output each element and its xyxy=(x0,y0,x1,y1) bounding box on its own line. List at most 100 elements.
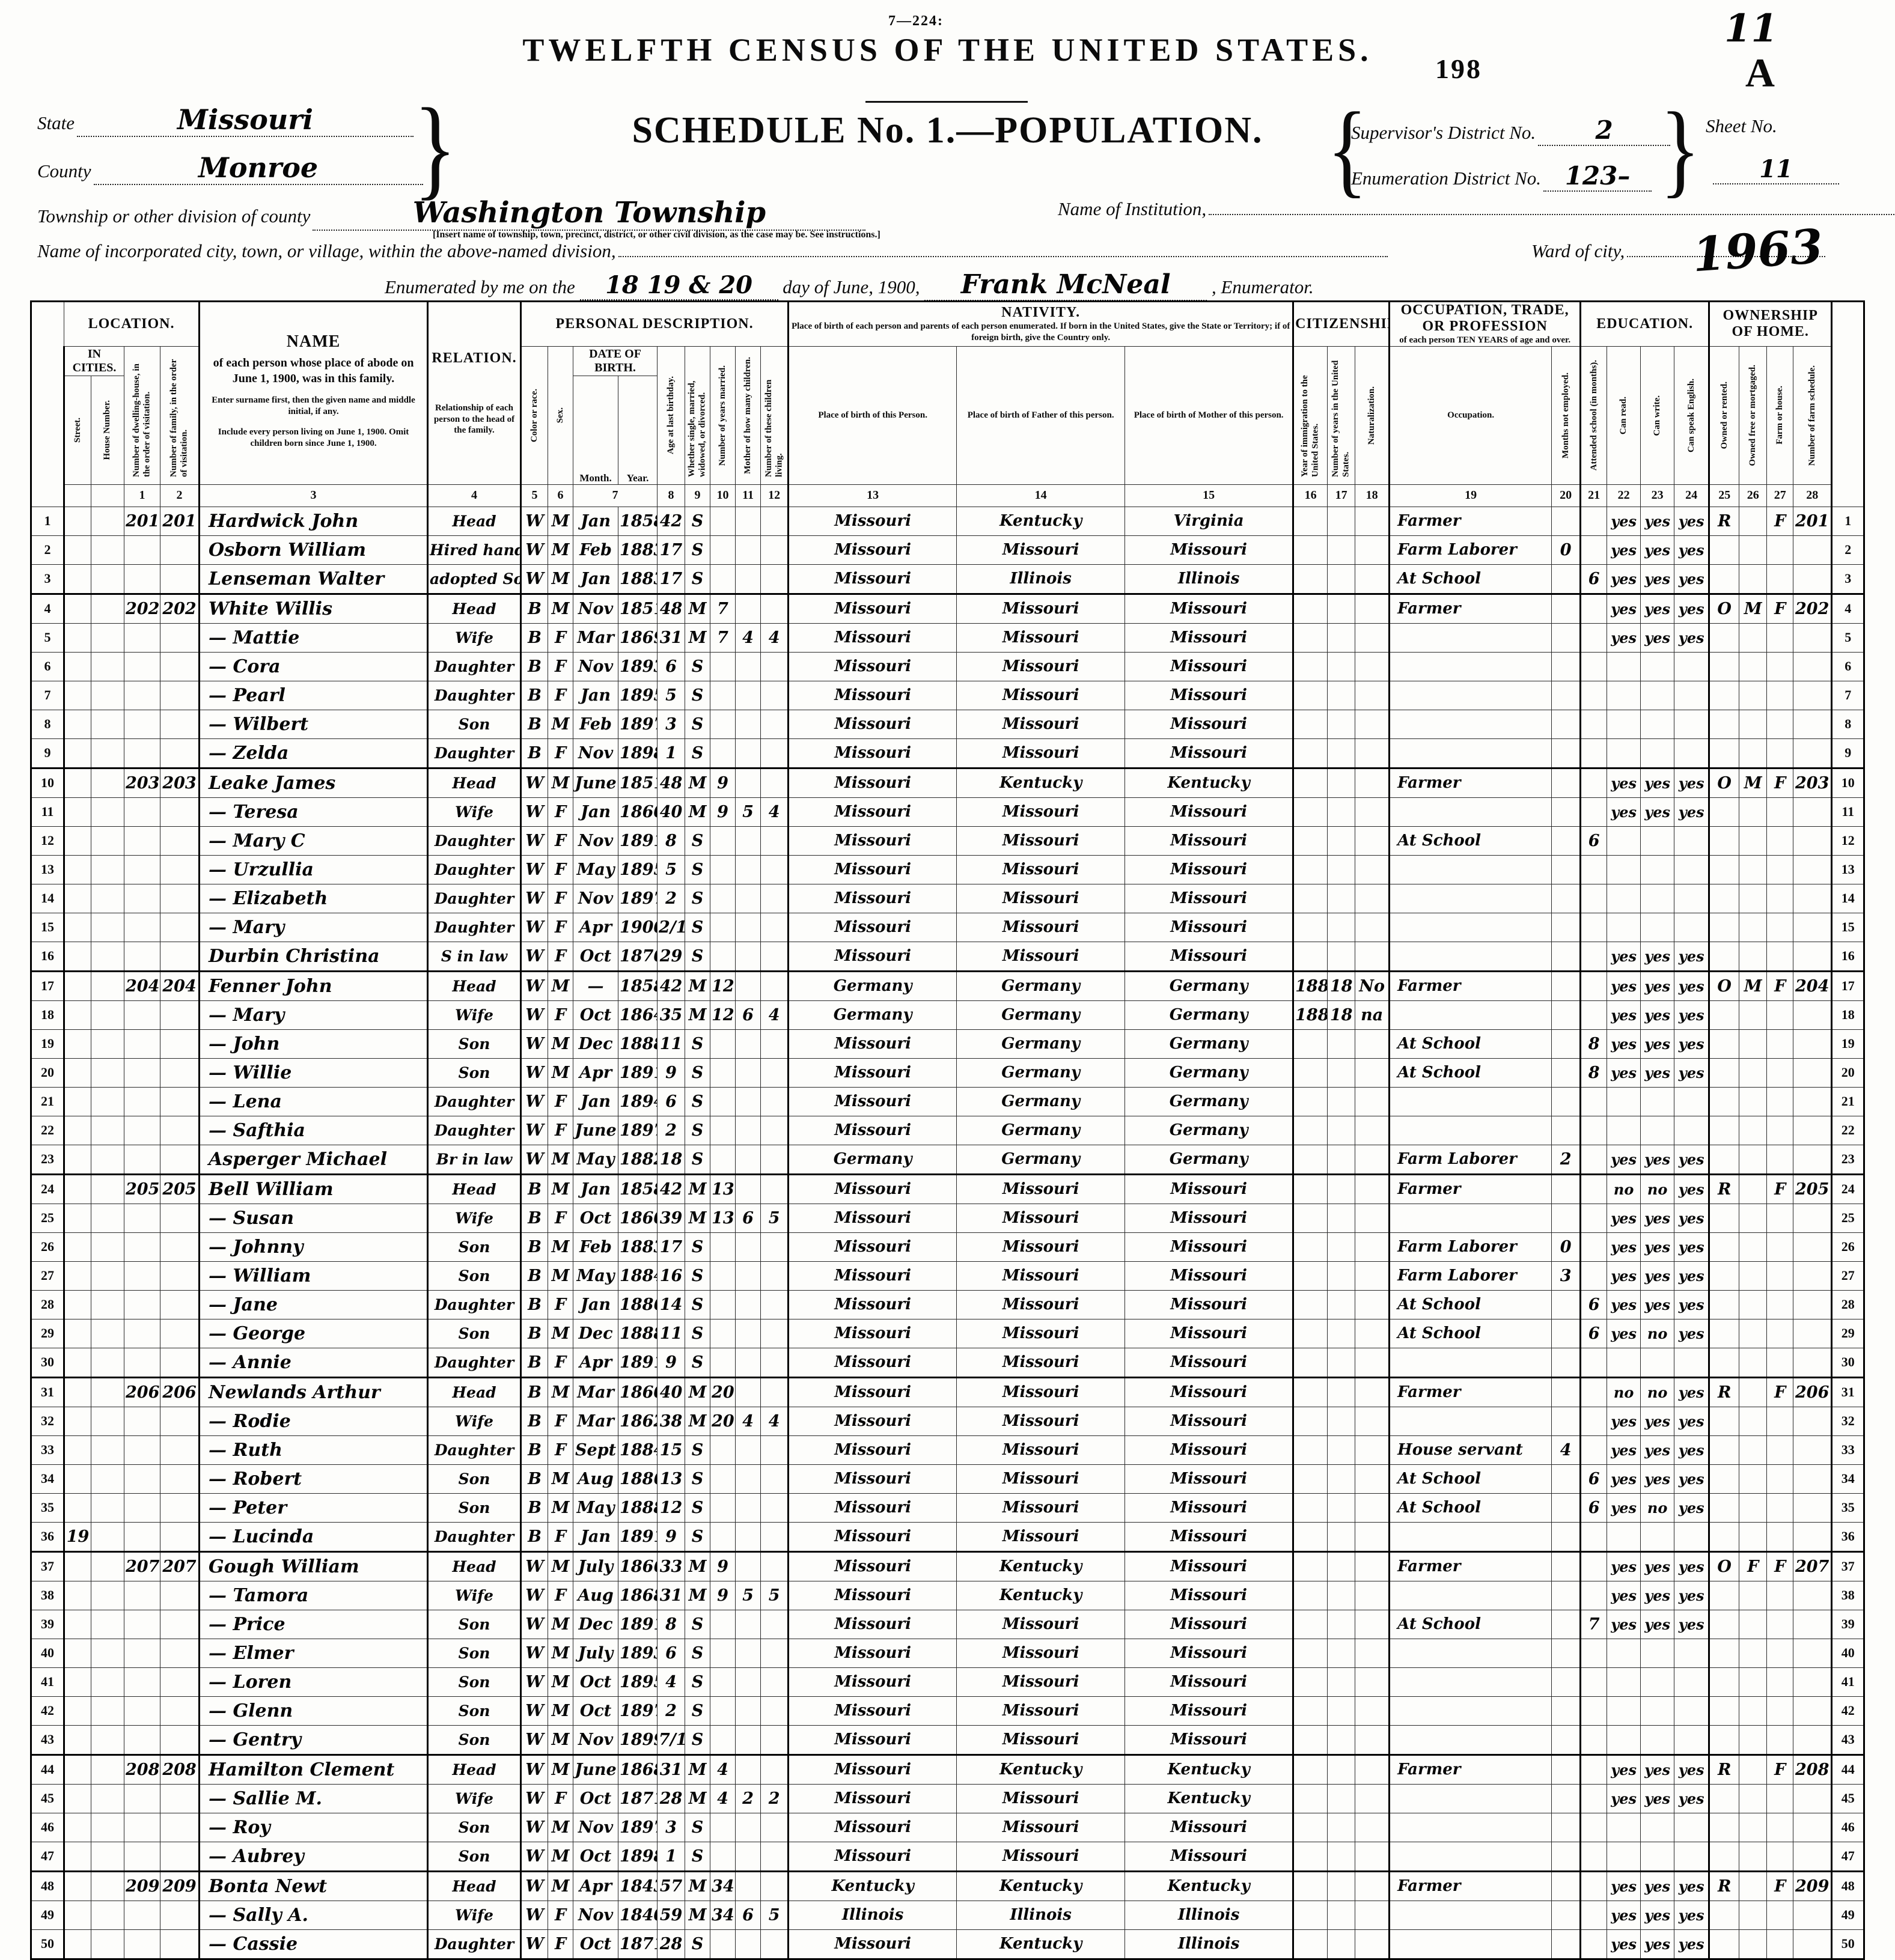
cell-years-married xyxy=(710,1841,736,1872)
cell-birth-year: 1851 xyxy=(618,593,658,624)
cell-house-number xyxy=(91,1929,124,1959)
cell-street: 19 xyxy=(63,1521,91,1553)
cell-birthplace: Missouri xyxy=(787,564,957,595)
cell-house-number xyxy=(91,1724,124,1756)
cell-occupation xyxy=(1388,738,1552,769)
cell-free-mortgaged xyxy=(1739,1173,1768,1204)
cell-occupation xyxy=(1388,1000,1552,1030)
cell-owned-rented: R xyxy=(1708,1754,1740,1785)
line-number-right: 16 xyxy=(1831,941,1864,972)
cell-free-mortgaged xyxy=(1739,1144,1768,1175)
cell-years-in-us xyxy=(1327,709,1356,739)
cell-free-mortgaged xyxy=(1739,1638,1768,1668)
cell-can-speak-english xyxy=(1674,883,1710,913)
col-farm-schedule-header: Number of farm schedule. xyxy=(1793,345,1832,485)
cell-mother-of xyxy=(735,1173,761,1204)
cell-relation: Daughter xyxy=(427,738,522,769)
cell-father-birthplace: Germany xyxy=(956,1086,1126,1116)
cell-age: 17 xyxy=(657,535,686,565)
cell-months-not-employed xyxy=(1551,1318,1581,1348)
cell-father-birthplace: Missouri xyxy=(956,912,1126,942)
cell-children-living xyxy=(760,1609,789,1639)
cell-house-number xyxy=(91,970,124,1001)
cell-school-months xyxy=(1579,1347,1608,1378)
cell-relation: Daughter xyxy=(427,1929,522,1959)
cell-family-number xyxy=(159,912,200,942)
cell-months-not-employed xyxy=(1551,1173,1581,1204)
cell-farm-house xyxy=(1766,1493,1794,1523)
cell-birth-month: Oct xyxy=(573,1696,619,1726)
cell-school-months xyxy=(1579,1000,1608,1030)
cell-can-speak-english: yes xyxy=(1674,1058,1710,1088)
cell-house-number xyxy=(91,1377,124,1407)
cell-marital-status: S xyxy=(685,1464,711,1494)
cell-free-mortgaged xyxy=(1739,1754,1768,1785)
cell-can-read: yes xyxy=(1607,1493,1641,1523)
cell-marital-status: M xyxy=(685,1580,711,1610)
col-pob-mother-header: Place of birth of Mother of this person. xyxy=(1124,345,1294,485)
cell-occupation xyxy=(1388,941,1552,972)
cell-can-speak-english xyxy=(1674,651,1710,681)
line-number-left: 3 xyxy=(31,564,65,595)
cell-mother-birthplace: Germany xyxy=(1124,1029,1294,1059)
line-number-left: 34 xyxy=(31,1464,65,1494)
cell-mother-of xyxy=(735,593,761,624)
cell-free-mortgaged xyxy=(1739,1058,1768,1088)
cell-sex: F xyxy=(548,1580,574,1610)
cell-farm-schedule xyxy=(1793,709,1832,739)
cell-farm-schedule xyxy=(1793,564,1832,595)
cell-months-not-employed: 0 xyxy=(1551,1232,1581,1262)
cell-can-write: yes xyxy=(1640,1000,1675,1030)
cell-can-read: yes xyxy=(1607,767,1641,798)
cell-immigration-year xyxy=(1292,1203,1328,1233)
cell-sex: F xyxy=(548,680,574,710)
cell-years-in-us: 18 xyxy=(1327,970,1356,1001)
cell-months-not-employed xyxy=(1551,1029,1581,1059)
cell-can-read xyxy=(1607,680,1641,710)
cell-birth-month: Oct xyxy=(573,1203,619,1233)
cell-mother-of xyxy=(735,1232,761,1262)
table-header: LOCATION. NAME of each person whose plac… xyxy=(31,301,1865,507)
cell-marital-status: S xyxy=(685,1029,711,1059)
cell-years-in-us xyxy=(1327,593,1356,624)
cell-school-months xyxy=(1579,970,1608,1001)
cell-years-married xyxy=(710,1347,736,1378)
cell-months-not-employed xyxy=(1551,1609,1581,1639)
cell-can-write: yes xyxy=(1640,564,1675,595)
cell-years-in-us xyxy=(1327,1086,1356,1116)
cell-naturalization xyxy=(1355,1289,1390,1319)
cell-free-mortgaged xyxy=(1739,826,1768,856)
cell-free-mortgaged xyxy=(1739,709,1768,739)
cell-name: — Cassie xyxy=(198,1929,429,1959)
cell-children-living xyxy=(760,883,789,913)
cell-birth-year: 1860 xyxy=(618,797,658,827)
cell-children-living xyxy=(760,651,789,681)
col-owned-rented-header: Owned or rented. xyxy=(1708,345,1740,485)
sheet-value-wrap: 11 xyxy=(1713,155,1839,184)
institution-label: Name of Institution, xyxy=(1058,198,1207,219)
cell-years-in-us xyxy=(1327,1638,1356,1668)
cell-color: B xyxy=(520,1203,549,1233)
line-number-left: 5 xyxy=(31,622,65,653)
cell-farm-house xyxy=(1766,1724,1794,1756)
cell-can-read xyxy=(1607,738,1641,769)
line-number-right: 42 xyxy=(1831,1696,1864,1726)
line-number-right: 26 xyxy=(1831,1232,1864,1262)
cell-farm-house xyxy=(1766,797,1794,827)
supervisor-line: Supervisor's District No. 2 xyxy=(1351,115,1671,146)
cell-birth-year: 1886 xyxy=(618,1464,658,1494)
line-number-right: 21 xyxy=(1831,1086,1864,1116)
cell-name: — Mary xyxy=(198,1000,429,1030)
cell-free-mortgaged xyxy=(1739,1029,1768,1059)
enumerated-prefix: Enumerated by me on the xyxy=(385,276,575,297)
cell-farm-schedule xyxy=(1793,912,1832,942)
line-number-left: 23 xyxy=(31,1144,65,1175)
cell-mother-of xyxy=(735,1551,761,1581)
cell-can-write xyxy=(1640,651,1675,681)
col-free-mortgaged-header: Owned free or mortgaged. xyxy=(1739,345,1768,485)
cell-birth-month: Aug xyxy=(573,1464,619,1494)
cell-street xyxy=(63,1029,91,1059)
line-number-left: 46 xyxy=(31,1812,65,1842)
cell-free-mortgaged xyxy=(1739,797,1768,827)
